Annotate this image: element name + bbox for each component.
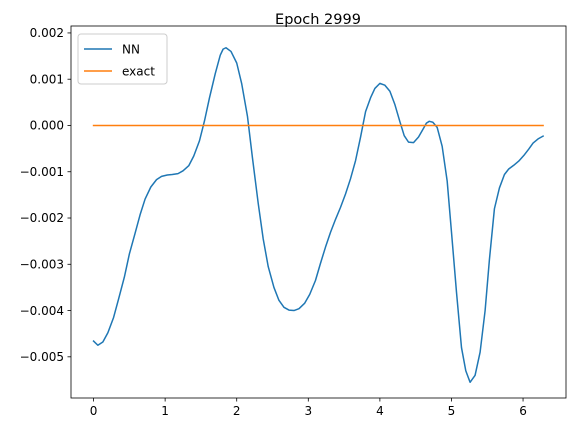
legend-label-exact: exact xyxy=(122,64,155,78)
x-tick-label: 0 xyxy=(90,404,98,418)
x-tick-label: 3 xyxy=(304,404,312,418)
series-layer xyxy=(92,47,545,384)
x-tick-label: 2 xyxy=(233,404,241,418)
y-tick-label: −0.005 xyxy=(20,350,64,364)
chart-title: Epoch 2999 xyxy=(275,12,361,28)
legend: NN exact xyxy=(77,33,168,85)
axes-frame xyxy=(70,25,567,399)
y-tick-label: 0.001 xyxy=(30,72,64,86)
y-tick-label: −0.004 xyxy=(20,304,64,318)
y-tick-label: −0.002 xyxy=(20,211,64,225)
x-tick-label: 1 xyxy=(161,404,169,418)
ticks-layer: 0 1 2 3 4 5 6 −0.005 −0.004 −0.003 −0.002 −0.001 0.0… xyxy=(20,26,527,418)
legend-label-nn: NN xyxy=(122,42,140,56)
y-tick-label: 0.002 xyxy=(30,26,64,40)
y-tick-label: 0.000 xyxy=(30,119,64,133)
y-tick-label: −0.001 xyxy=(20,165,64,179)
x-tick-label: 4 xyxy=(376,404,384,418)
x-tick-label: 5 xyxy=(448,404,456,418)
series-line-nn xyxy=(92,47,545,384)
y-tick-label: −0.003 xyxy=(20,257,64,271)
x-tick-label: 6 xyxy=(519,404,527,418)
